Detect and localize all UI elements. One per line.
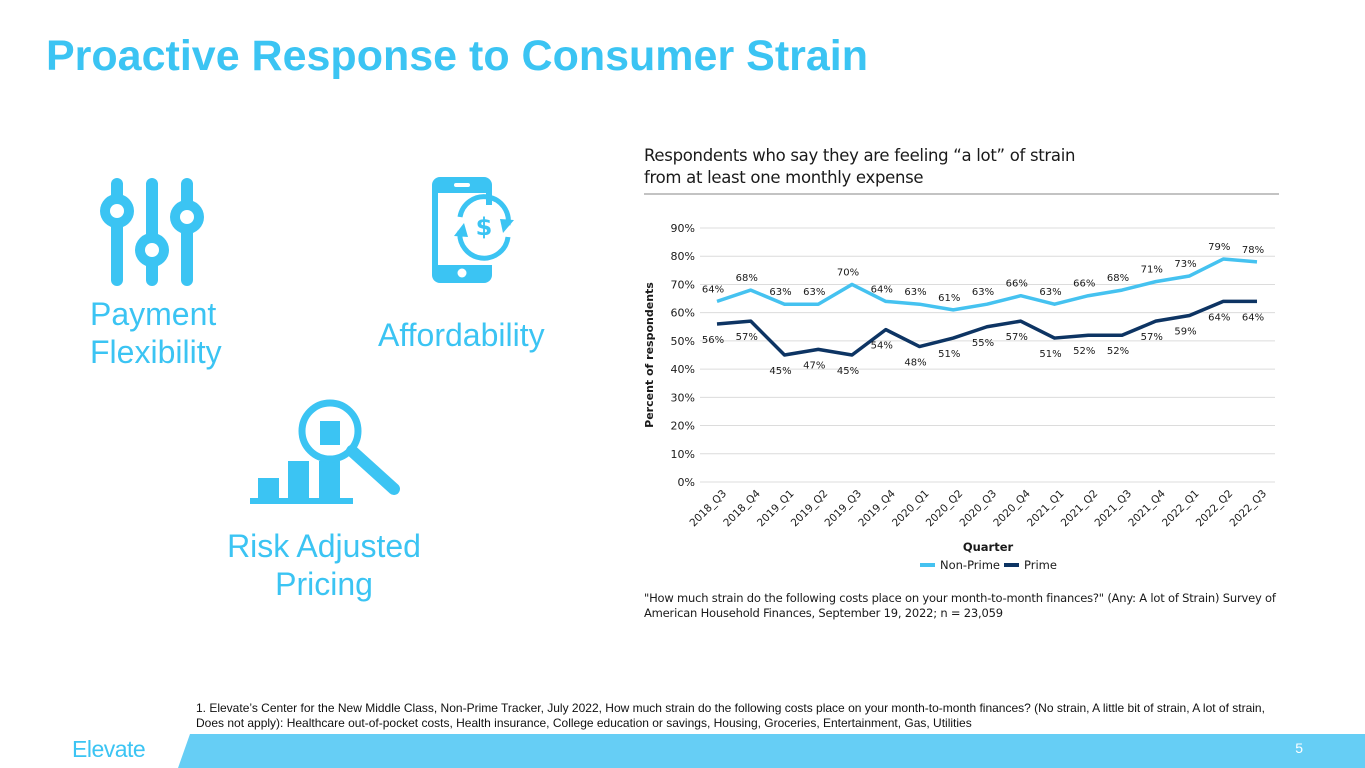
legend-item-non-prime: Non-Prime — [920, 558, 1000, 572]
gridlines — [700, 227, 1275, 483]
y-axis-label: Percent of respondents — [643, 282, 656, 428]
feature-label-risk-adjusted-pricing: Risk Adjusted Pricing — [214, 527, 434, 603]
legend: Non-Prime Prime — [920, 558, 1057, 572]
sliders-icon — [98, 175, 208, 295]
feature-label-affordability: Affordability — [378, 316, 545, 354]
y-tick-label: 80% — [671, 250, 695, 263]
data-label-non-prime: 70% — [837, 267, 859, 278]
x-axis-ticks: 2018_Q32018_Q42019_Q12019_Q22019_Q32019_… — [687, 487, 1269, 529]
data-label-prime: 59% — [1174, 326, 1196, 337]
data-label-prime: 64% — [1208, 312, 1230, 323]
x-tick-label: 2022_Q3 — [1227, 488, 1269, 530]
data-label-non-prime: 68% — [1107, 273, 1129, 284]
feature-label-line: Risk Adjusted — [227, 528, 421, 564]
phone-dollar-refresh-icon: $ — [430, 175, 520, 292]
y-tick-label: 60% — [671, 307, 695, 320]
line-chart: 0% 10% 20% 30% 40% 50% 60% 70% 80% 90% 2018_Q3201… — [643, 222, 1275, 572]
y-tick-label: 90% — [671, 222, 695, 235]
svg-text:$: $ — [476, 213, 493, 241]
data-label-non-prime: 63% — [972, 287, 994, 298]
data-label-non-prime: 61% — [938, 293, 960, 304]
y-tick-label: 20% — [671, 420, 695, 433]
footer-band — [178, 734, 1365, 768]
data-label-prime: 64% — [1242, 312, 1264, 323]
data-label-non-prime: 79% — [1208, 242, 1230, 253]
data-label-non-prime: 78% — [1242, 245, 1264, 256]
data-label-prime: 51% — [938, 349, 960, 360]
feature-label-line: Payment — [90, 296, 217, 332]
data-label-prime: 54% — [871, 341, 893, 352]
data-label-non-prime: 66% — [1073, 279, 1095, 290]
feature-label-payment-flexibility: Payment Flexibility — [90, 295, 222, 371]
footnote: 1. Elevate’s Center for the New Middle C… — [196, 701, 1265, 730]
data-label-prime: 52% — [1107, 346, 1129, 357]
legend-label-prime: Prime — [1024, 558, 1057, 572]
y-tick-label: 30% — [671, 391, 695, 404]
chart-title-line: Respondents who say they are feeling “a … — [644, 146, 1076, 165]
data-label-non-prime: 63% — [803, 287, 825, 298]
y-axis-ticks: 0% 10% 20% 30% 40% 50% 60% 70% 80% 90% — [671, 222, 695, 489]
page-number: 5 — [1295, 740, 1303, 756]
y-tick-label: 70% — [671, 278, 695, 291]
data-label-non-prime: 71% — [1141, 265, 1163, 276]
data-label-non-prime: 63% — [904, 287, 926, 298]
data-label-prime: 56% — [702, 335, 724, 346]
data-label-prime: 57% — [736, 332, 758, 343]
feature-label-line: Affordability — [378, 317, 545, 353]
y-tick-label: 10% — [671, 448, 695, 461]
data-label-prime: 57% — [1006, 332, 1028, 343]
data-label-non-prime: 68% — [736, 273, 758, 284]
legend-item-prime: Prime — [1004, 558, 1057, 572]
x-axis-label: Quarter — [963, 540, 1014, 554]
series — [716, 257, 1258, 357]
data-label-prime: 57% — [1141, 332, 1163, 343]
data-label-non-prime: 64% — [871, 284, 893, 295]
data-label-prime: 48% — [904, 358, 926, 369]
data-label-non-prime: 63% — [1039, 287, 1061, 298]
chart-title-divider — [644, 193, 1279, 195]
data-label-non-prime: 66% — [1006, 279, 1028, 290]
slide-title: Proactive Response to Consumer Strain — [46, 32, 868, 80]
y-tick-label: 40% — [671, 363, 695, 376]
y-tick-label: 0% — [678, 476, 695, 489]
feature-label-line: Flexibility — [90, 334, 222, 370]
data-label-prime: 45% — [837, 366, 859, 377]
legend-label-non-prime: Non-Prime — [940, 558, 1000, 572]
data-label-prime: 51% — [1039, 349, 1061, 360]
feature-label-line: Pricing — [275, 566, 373, 602]
chart-title-line: from at least one monthly expense — [644, 168, 924, 187]
data-label-non-prime: 63% — [769, 287, 791, 298]
data-label-prime: 47% — [803, 360, 825, 371]
data-label-prime: 55% — [972, 338, 994, 349]
elevate-logo: Elevate — [72, 736, 146, 762]
bar-chart-magnifier-icon — [248, 393, 403, 510]
chart-source-note: "How much strain do the following costs … — [644, 591, 1276, 620]
data-label-non-prime: 73% — [1174, 259, 1196, 270]
data-label-non-prime: 64% — [702, 284, 724, 295]
y-tick-label: 50% — [671, 335, 695, 348]
data-label-prime: 52% — [1073, 346, 1095, 357]
data-label-prime: 45% — [769, 366, 791, 377]
chart-title: Respondents who say they are feeling “a … — [644, 145, 1075, 189]
data-labels: 64% 68% 63% 63% 70% 64% 63% 61% 63% 66% 63% 66% 68% 7… — [702, 242, 1264, 377]
